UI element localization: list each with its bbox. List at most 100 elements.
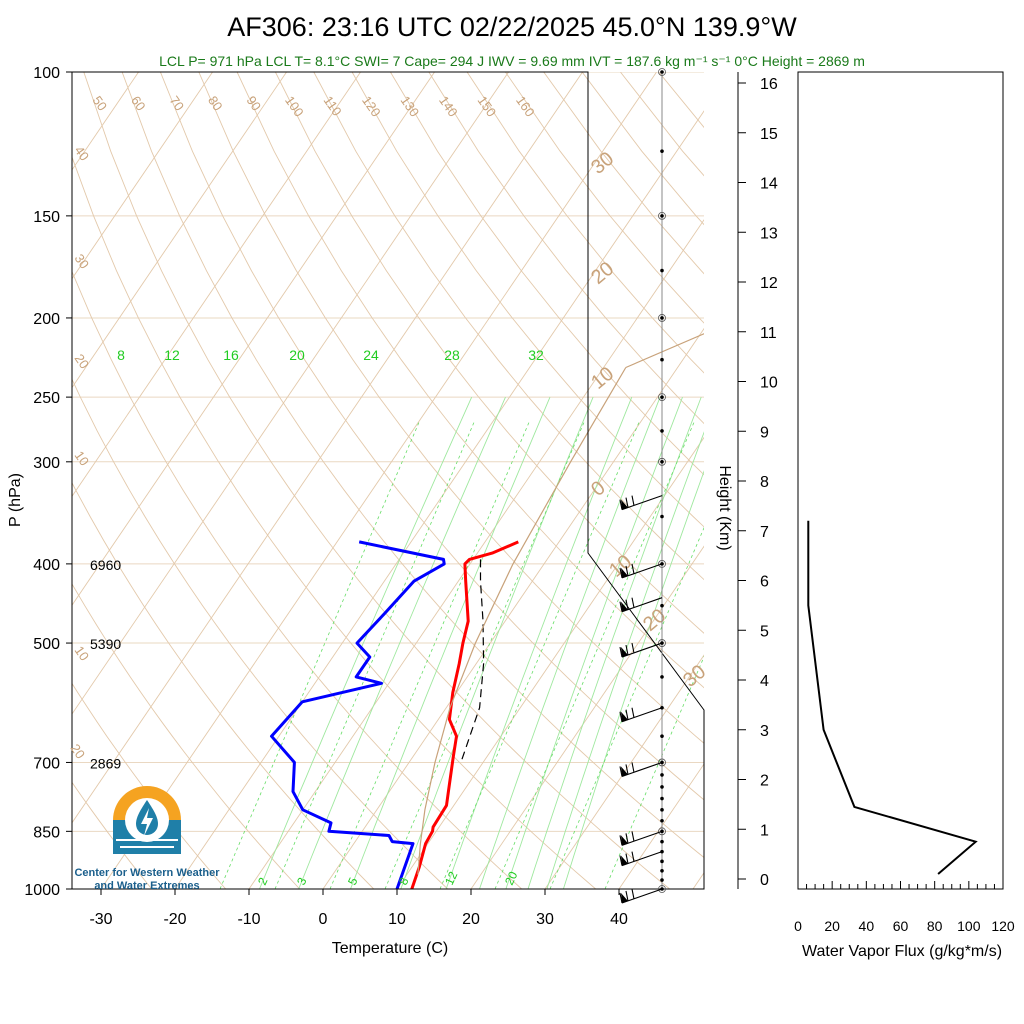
wind-barb-feather — [625, 497, 629, 508]
isotherm-line — [248, 219, 704, 889]
dry-adiabat-line — [83, 72, 670, 889]
wind-barb-feather — [619, 711, 623, 722]
left-isotherm-label: 30 — [72, 251, 93, 271]
mixing-ratio-line — [298, 396, 506, 889]
wind-barb-feather — [631, 495, 635, 506]
dry-adiabat-line — [72, 270, 523, 889]
wind-barb-feather — [631, 707, 635, 718]
isotherm-label: 0 — [587, 477, 610, 501]
skew-t-border — [71, 71, 705, 890]
wind-barb-feather — [631, 851, 635, 862]
height-label: 6960 — [90, 557, 121, 573]
wind-barb-staff — [621, 642, 663, 658]
wind-barb-staff — [621, 597, 663, 613]
x-tick-label: 40 — [610, 911, 628, 928]
wind-barb-staff — [621, 851, 663, 867]
y-tick-label: 100 — [33, 65, 60, 82]
flux-tick-label: 80 — [927, 918, 943, 934]
height-tick-label: 12 — [760, 275, 778, 292]
wind-barb-feather — [619, 855, 623, 866]
wind-level-dot — [660, 316, 664, 320]
flux-tick-label: 40 — [859, 918, 875, 934]
mixing-ratio-label: 20 — [502, 869, 520, 887]
moist-adiabat-line — [384, 419, 586, 889]
isotherm-label: 10 — [605, 551, 636, 582]
dry-adiabat-line — [72, 781, 153, 889]
isotherm-label: 30 — [679, 661, 710, 692]
height-tick-label: 16 — [760, 76, 778, 93]
wind-level-circle — [658, 827, 666, 836]
isotherm-line — [174, 110, 704, 889]
left-isotherm-label: 10 — [72, 448, 93, 468]
isotherm-label: 30 — [587, 148, 618, 179]
x-tick-label: 0 — [319, 911, 328, 928]
y-tick-label: 1000 — [24, 882, 60, 899]
dry-adiabat-trace-line — [417, 367, 627, 875]
wind-level-dot — [660, 149, 664, 153]
x-tick-label: 30 — [536, 911, 554, 928]
dry-adiabat-line — [658, 72, 704, 129]
wind-level-dot — [660, 268, 664, 273]
wind-barb-feather — [631, 597, 635, 608]
left-isotherm-label: 20 — [68, 741, 89, 761]
mixing-ratio-line — [350, 396, 551, 889]
mixing-ratio-line — [400, 396, 594, 889]
dry-adiabat-label: 120 — [359, 93, 384, 119]
height-tick-label: 10 — [760, 375, 778, 392]
flux-tick-label: 20 — [824, 918, 840, 934]
wind-barb-staff — [621, 707, 663, 723]
height-tick-label: 13 — [760, 225, 778, 242]
mixing-ratio-label: 5 — [345, 875, 361, 887]
flux-profile-line — [807, 520, 978, 875]
dry-adiabat-line — [72, 481, 375, 889]
dry-adiabat-label: 60 — [128, 93, 149, 113]
moist-adiabat-line — [549, 526, 704, 889]
mixing-ratio-line — [479, 396, 661, 889]
wind-barb-feather — [619, 766, 623, 777]
wind-level-dot — [660, 675, 664, 679]
wind-level-dot — [660, 514, 664, 519]
skew-t-frame — [66, 71, 705, 895]
mixing-ratio-label: 32 — [528, 347, 544, 363]
logo-text-line2: and Water Extremes — [94, 880, 199, 892]
wind-level-dot — [660, 869, 664, 873]
mixing-ratio-label: 20 — [289, 347, 305, 363]
wind-level-dot — [660, 70, 664, 74]
wind-level-dot — [660, 603, 664, 608]
dry-adiabat-label: 140 — [436, 93, 461, 119]
wind-level-circle — [658, 211, 666, 220]
wind-barb-staff — [621, 888, 663, 904]
dry-adiabat-line — [72, 155, 596, 889]
wind-barb-column — [619, 68, 666, 904]
wind-barb-pennant — [621, 893, 628, 903]
dry-adiabat-line — [198, 72, 704, 744]
height-tick-label: 1 — [760, 822, 769, 839]
flux-tick-label: 0 — [794, 918, 802, 934]
wind-level-circle — [658, 457, 666, 466]
flux-x-axis-title: Water Vapor Flux (g/kg*m/s) — [802, 943, 1002, 960]
dry-adiabat-label: 130 — [398, 93, 423, 119]
wind-barb-staff — [621, 830, 663, 846]
wind-level-dot — [660, 460, 664, 464]
y-tick-label: 850 — [33, 824, 60, 841]
wind-barb-staff — [621, 563, 663, 579]
wind-level-circle — [658, 758, 666, 767]
wind-barb-feather — [619, 835, 623, 846]
isotherm-line — [618, 763, 704, 889]
flux-tick-label: 60 — [893, 918, 909, 934]
flux-frame — [797, 71, 1004, 890]
skew-t-background — [72, 72, 704, 889]
logo-text-line1: Center for Western Weather — [74, 867, 220, 879]
moist-adiabat-line — [494, 419, 696, 889]
dry-adiabat-label: 50 — [90, 93, 111, 113]
mixing-ratio-label: 8 — [117, 347, 125, 363]
isotherm-line — [544, 654, 704, 889]
wind-barb-feather — [619, 499, 623, 510]
wind-level-dot — [660, 796, 664, 801]
wind-barb-feather — [625, 764, 629, 775]
flux-y-axis-title: Height (Km) — [716, 465, 733, 550]
chart-subtitle: LCL P= 971 hPa LCL T= 8.1°C SWI= 7 Cape=… — [159, 53, 865, 69]
isotherm-label: 20 — [639, 605, 670, 636]
